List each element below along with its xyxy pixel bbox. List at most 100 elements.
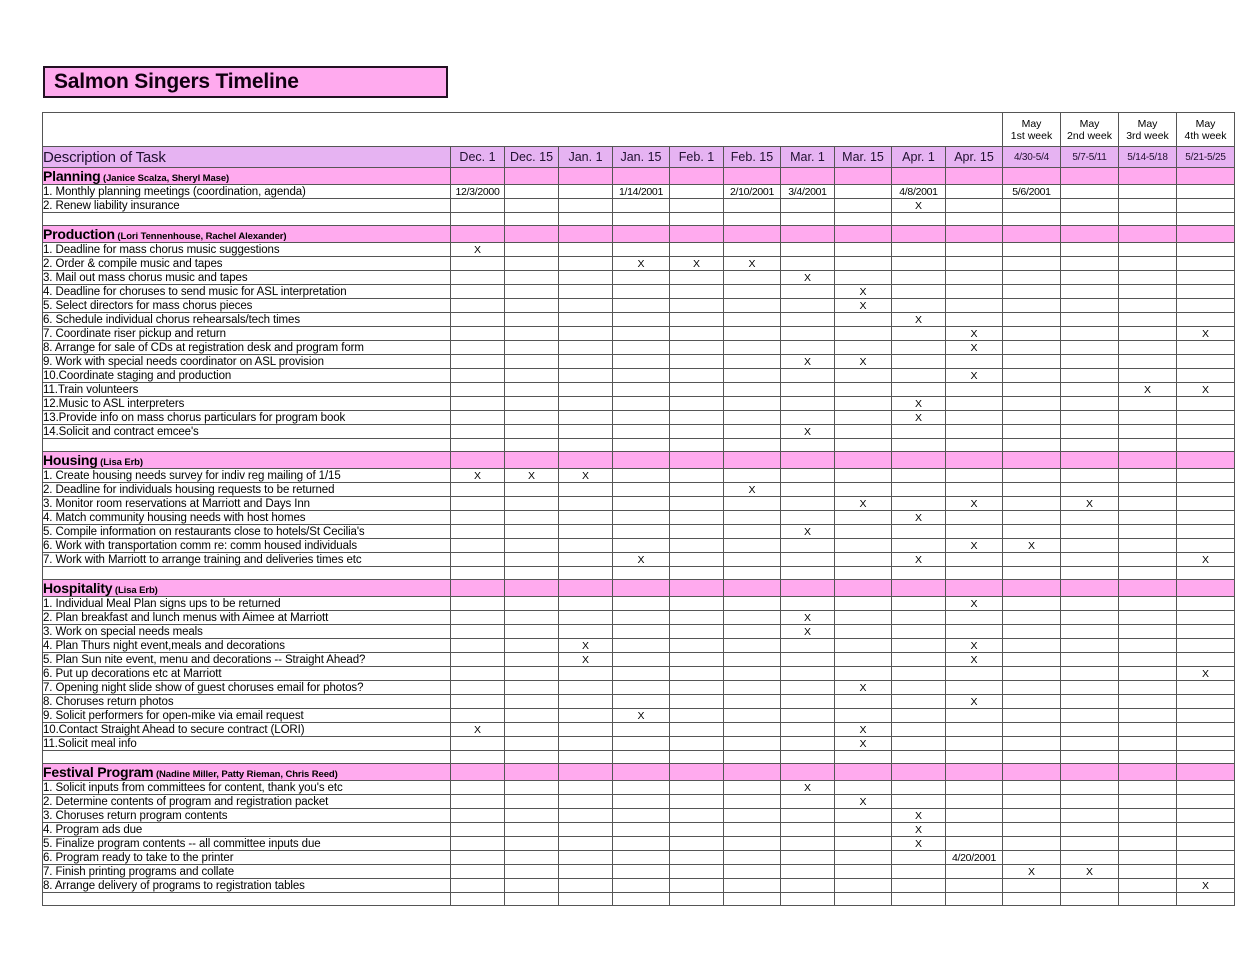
empty-cell[interactable] xyxy=(1176,496,1235,511)
empty-cell[interactable] xyxy=(834,340,892,355)
milestone-mark-cell[interactable]: X xyxy=(612,708,670,723)
empty-cell[interactable] xyxy=(450,312,505,327)
empty-cell[interactable] xyxy=(612,468,670,483)
empty-cell[interactable] xyxy=(1176,368,1235,383)
empty-cell[interactable] xyxy=(558,424,613,439)
section-header-cell[interactable] xyxy=(834,451,892,469)
task-description-cell[interactable]: 1. Individual Meal Plan signs ups to be … xyxy=(42,596,451,611)
empty-cell[interactable] xyxy=(558,198,613,213)
empty-cell[interactable] xyxy=(945,212,1003,226)
empty-cell[interactable] xyxy=(558,538,613,553)
section-header-cell[interactable] xyxy=(780,167,835,185)
empty-cell[interactable] xyxy=(1176,538,1235,553)
empty-cell[interactable] xyxy=(834,638,892,653)
empty-cell[interactable] xyxy=(1176,808,1235,823)
empty-cell[interactable] xyxy=(504,438,559,452)
empty-cell[interactable] xyxy=(1176,524,1235,539)
empty-cell[interactable] xyxy=(891,368,946,383)
empty-cell[interactable] xyxy=(1060,256,1119,271)
empty-cell[interactable] xyxy=(1002,596,1061,611)
empty-cell[interactable] xyxy=(504,878,559,893)
empty-cell[interactable] xyxy=(834,652,892,667)
empty-cell[interactable] xyxy=(723,596,781,611)
empty-cell[interactable] xyxy=(1176,892,1235,906)
empty-cell[interactable] xyxy=(1118,652,1177,667)
empty-cell[interactable] xyxy=(504,666,559,681)
task-description-cell[interactable]: 2. Order & compile music and tapes xyxy=(42,256,451,271)
empty-cell[interactable] xyxy=(558,410,613,425)
section-header-cell[interactable] xyxy=(1176,225,1235,243)
empty-cell[interactable] xyxy=(1060,198,1119,213)
empty-cell[interactable] xyxy=(723,624,781,639)
milestone-mark-cell[interactable]: X xyxy=(1118,382,1177,397)
empty-cell[interactable] xyxy=(891,468,946,483)
task-description-cell[interactable]: 3. Mail out mass chorus music and tapes xyxy=(42,270,451,285)
empty-cell[interactable] xyxy=(450,538,505,553)
task-description-cell[interactable]: 6. Work with transportation comm re: com… xyxy=(42,538,451,553)
empty-cell[interactable] xyxy=(669,212,724,226)
empty-cell[interactable] xyxy=(669,368,724,383)
empty-cell[interactable] xyxy=(450,808,505,823)
empty-cell[interactable] xyxy=(1176,638,1235,653)
empty-cell[interactable] xyxy=(1060,184,1119,199)
empty-cell[interactable] xyxy=(450,340,505,355)
empty-cell[interactable] xyxy=(891,496,946,511)
section-header-cell[interactable] xyxy=(504,225,559,243)
empty-cell[interactable] xyxy=(780,538,835,553)
empty-cell[interactable] xyxy=(1118,298,1177,313)
empty-cell[interactable] xyxy=(723,722,781,737)
empty-cell[interactable] xyxy=(945,822,1003,837)
empty-cell[interactable] xyxy=(1118,638,1177,653)
empty-cell[interactable] xyxy=(504,242,559,257)
empty-cell[interactable] xyxy=(504,794,559,809)
empty-cell[interactable] xyxy=(669,864,724,879)
empty-cell[interactable] xyxy=(612,524,670,539)
empty-cell[interactable] xyxy=(504,326,559,341)
empty-cell[interactable] xyxy=(1118,242,1177,257)
empty-cell[interactable] xyxy=(945,354,1003,369)
empty-cell[interactable] xyxy=(1176,298,1235,313)
empty-cell[interactable] xyxy=(1060,242,1119,257)
empty-cell[interactable] xyxy=(1118,524,1177,539)
empty-cell[interactable] xyxy=(891,212,946,226)
milestone-date-cell[interactable]: 2/10/2001 xyxy=(723,184,781,199)
empty-cell[interactable] xyxy=(558,184,613,199)
empty-cell[interactable] xyxy=(1002,340,1061,355)
empty-cell[interactable] xyxy=(723,850,781,865)
section-header-cell[interactable] xyxy=(891,451,946,469)
section-header-cell[interactable] xyxy=(1176,451,1235,469)
empty-cell[interactable] xyxy=(450,666,505,681)
empty-cell[interactable] xyxy=(780,750,835,764)
empty-cell[interactable] xyxy=(1176,284,1235,299)
empty-cell[interactable] xyxy=(504,652,559,667)
task-description-cell[interactable]: 6. Program ready to take to the printer xyxy=(42,850,451,865)
empty-cell[interactable] xyxy=(450,892,505,906)
milestone-mark-cell[interactable]: X xyxy=(1002,864,1061,879)
empty-cell[interactable] xyxy=(723,808,781,823)
empty-cell[interactable] xyxy=(504,624,559,639)
empty-cell[interactable] xyxy=(612,538,670,553)
empty-cell[interactable] xyxy=(1118,722,1177,737)
empty-cell[interactable] xyxy=(558,284,613,299)
empty-cell[interactable] xyxy=(1176,212,1235,226)
empty-cell[interactable] xyxy=(450,256,505,271)
empty-cell[interactable] xyxy=(1060,438,1119,452)
empty-cell[interactable] xyxy=(450,510,505,525)
empty-cell[interactable] xyxy=(558,666,613,681)
empty-cell[interactable] xyxy=(1176,312,1235,327)
task-description-cell[interactable]: 7. Finish printing programs and collate xyxy=(42,864,451,879)
empty-cell[interactable] xyxy=(1002,566,1061,580)
empty-cell[interactable] xyxy=(612,878,670,893)
empty-cell[interactable] xyxy=(612,780,670,795)
empty-cell[interactable] xyxy=(945,864,1003,879)
empty-cell[interactable] xyxy=(780,892,835,906)
empty-cell[interactable] xyxy=(42,892,451,906)
empty-cell[interactable] xyxy=(945,396,1003,411)
empty-cell[interactable] xyxy=(669,836,724,851)
empty-cell[interactable] xyxy=(1118,892,1177,906)
empty-cell[interactable] xyxy=(891,482,946,497)
empty-cell[interactable] xyxy=(1060,652,1119,667)
empty-cell[interactable] xyxy=(945,482,1003,497)
milestone-date-cell[interactable]: 4/20/2001 xyxy=(945,850,1003,865)
empty-cell[interactable] xyxy=(945,552,1003,567)
